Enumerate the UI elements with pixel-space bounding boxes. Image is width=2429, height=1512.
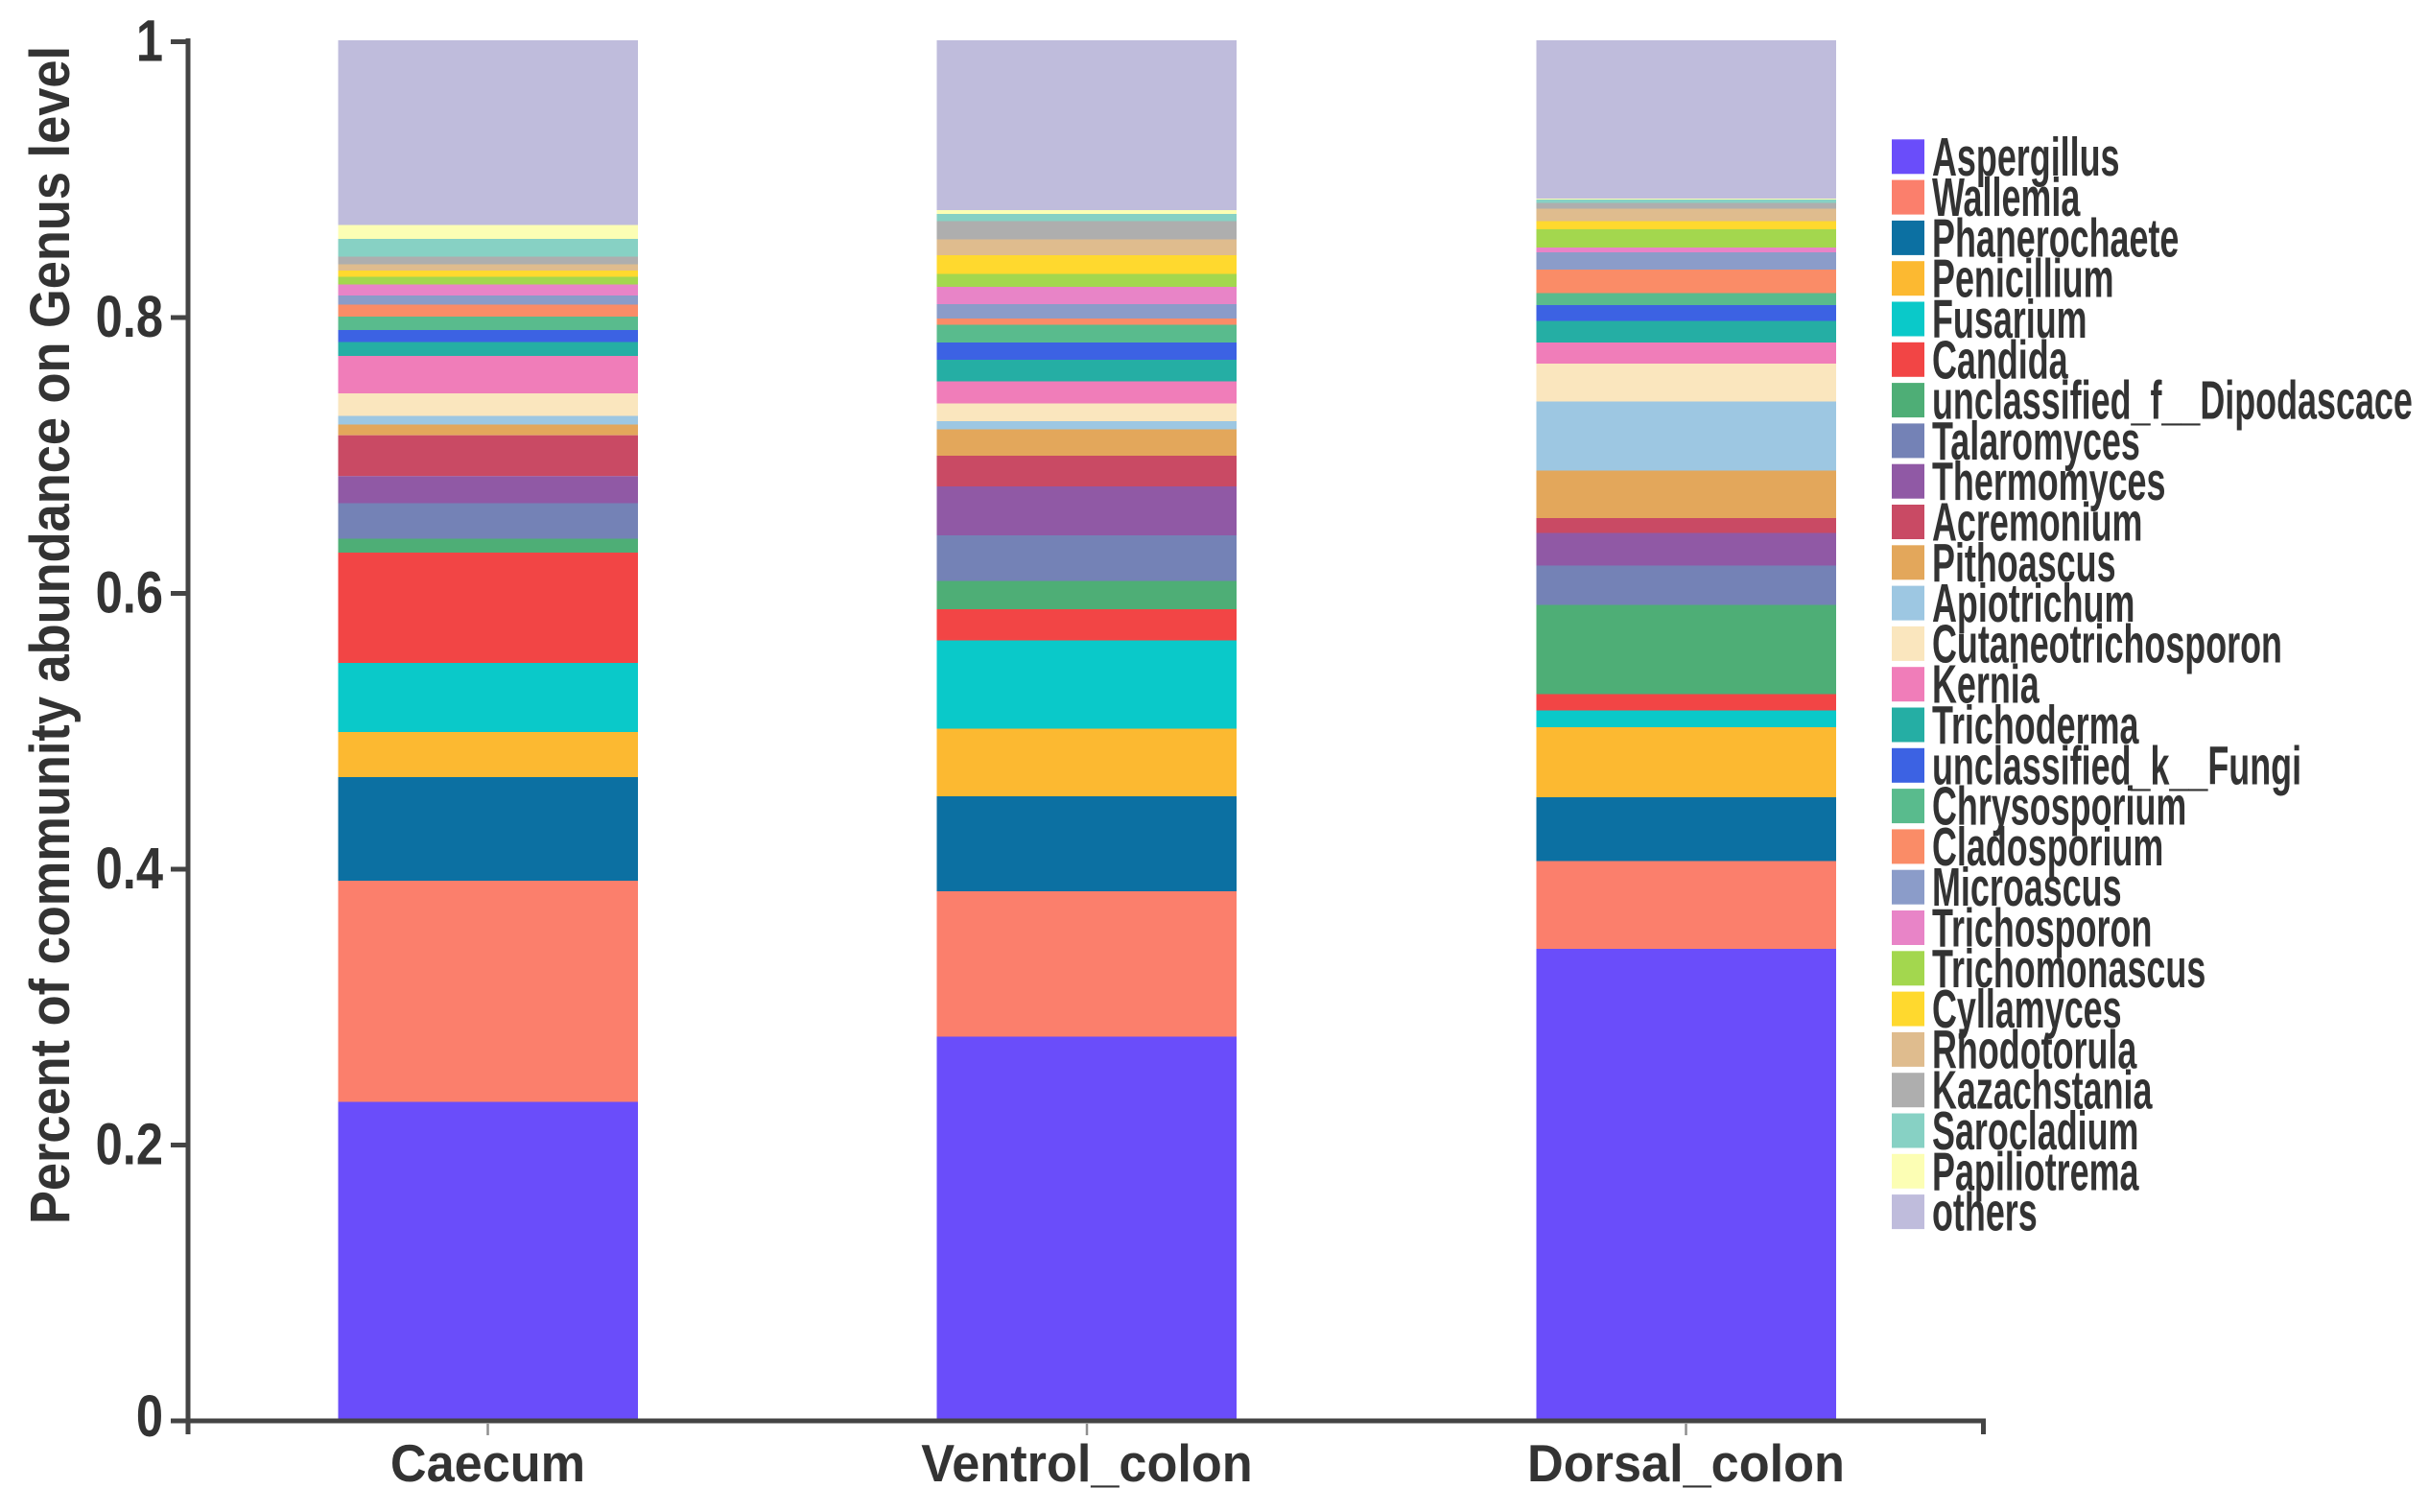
svg-text:0.4: 0.4 xyxy=(96,836,163,902)
svg-text:Cutaneotrichosporon: Cutaneotrichosporon xyxy=(1932,614,2282,674)
svg-text:Kazachstania: Kazachstania xyxy=(1932,1060,2153,1121)
svg-text:0.2: 0.2 xyxy=(96,1111,163,1177)
svg-text:Cladosporium: Cladosporium xyxy=(1932,817,2163,878)
svg-text:Microascus: Microascus xyxy=(1932,858,2122,918)
svg-text:Percent of community abundance: Percent of community abundance on Genus … xyxy=(19,46,82,1224)
svg-text:Candida: Candida xyxy=(1932,330,2068,390)
svg-text:Thermomyces: Thermomyces xyxy=(1932,452,2165,512)
svg-text:Fusarium: Fusarium xyxy=(1932,290,2087,350)
svg-text:Caecum: Caecum xyxy=(390,1434,585,1494)
svg-text:Trichoderma: Trichoderma xyxy=(1932,696,2139,756)
svg-text:Papiliotrema: Papiliotrema xyxy=(1932,1142,2139,1202)
svg-text:others: others xyxy=(1932,1182,2038,1242)
svg-text:Dorsal_colon: Dorsal_colon xyxy=(1527,1434,1845,1494)
svg-text:Trichomonascus: Trichomonascus xyxy=(1932,939,2205,1000)
svg-text:Trichosporon: Trichosporon xyxy=(1932,898,2152,958)
svg-text:Sarocladium: Sarocladium xyxy=(1932,1101,2138,1162)
svg-text:unclassified_f__Dipodascace: unclassified_f__Dipodascace xyxy=(1932,370,2413,431)
svg-text:Chrysosporium: Chrysosporium xyxy=(1932,776,2186,837)
svg-text:Phanerochaete: Phanerochaete xyxy=(1932,208,2179,269)
svg-text:Apiotrichum: Apiotrichum xyxy=(1932,574,2134,634)
svg-text:1: 1 xyxy=(136,8,163,74)
svg-text:Penicillium: Penicillium xyxy=(1932,248,2114,309)
svg-text:Talaromyces: Talaromyces xyxy=(1932,412,2140,472)
svg-text:Ventrol_colon: Ventrol_colon xyxy=(921,1434,1252,1494)
svg-text:0: 0 xyxy=(136,1383,163,1450)
svg-text:0.8: 0.8 xyxy=(96,284,163,350)
svg-text:Acremonium: Acremonium xyxy=(1932,492,2142,553)
svg-text:Rhodotorula: Rhodotorula xyxy=(1932,1020,2137,1080)
svg-text:unclassified_k__Fungi: unclassified_k__Fungi xyxy=(1932,736,2301,796)
svg-text:Pithoascus: Pithoascus xyxy=(1932,533,2116,594)
svg-text:0.6: 0.6 xyxy=(96,559,163,626)
svg-text:Kernia: Kernia xyxy=(1932,654,2040,715)
svg-text:Wallemia: Wallemia xyxy=(1932,168,2081,228)
svg-text:Aspergillus: Aspergillus xyxy=(1932,128,2120,188)
svg-text:Cyllamyces: Cyllamyces xyxy=(1932,980,2122,1040)
